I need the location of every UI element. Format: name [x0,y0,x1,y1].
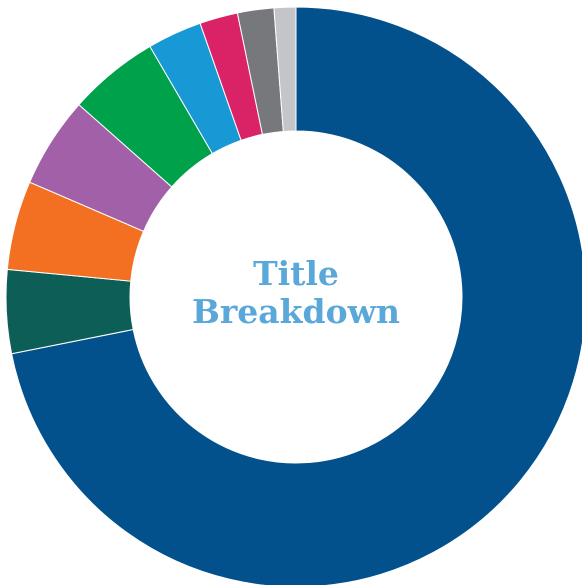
chart-title-line-2: Breakdown [191,292,400,331]
chart-title-line-1: Title [253,254,339,293]
chart-title: Title Breakdown [146,255,446,331]
donut-slice-9 [273,6,297,133]
donut-slices [5,6,582,585]
donut-slice-1 [11,6,582,585]
